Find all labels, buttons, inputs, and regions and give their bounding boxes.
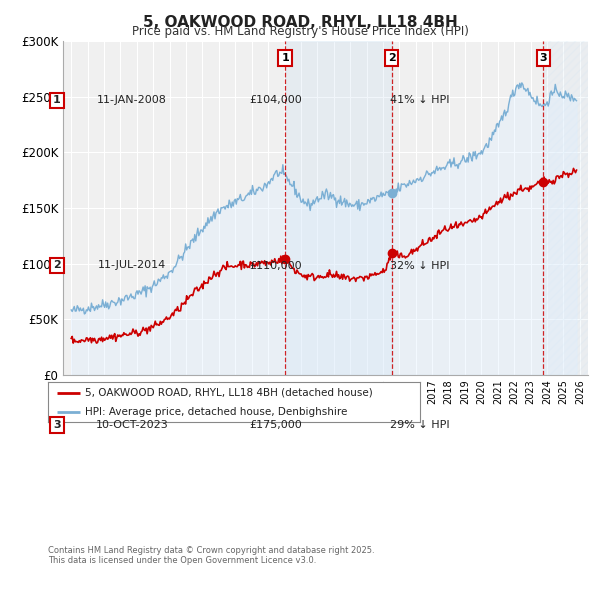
Text: HPI: Average price, detached house, Denbighshire: HPI: Average price, detached house, Denb… bbox=[85, 407, 347, 417]
Text: 11-JUL-2014: 11-JUL-2014 bbox=[98, 261, 166, 270]
Text: 5, OAKWOOD ROAD, RHYL, LL18 4BH: 5, OAKWOOD ROAD, RHYL, LL18 4BH bbox=[143, 15, 457, 30]
Text: Price paid vs. HM Land Registry's House Price Index (HPI): Price paid vs. HM Land Registry's House … bbox=[131, 25, 469, 38]
Text: 2: 2 bbox=[388, 53, 395, 63]
Text: £110,000: £110,000 bbox=[250, 261, 302, 270]
Text: £104,000: £104,000 bbox=[250, 96, 302, 105]
Text: 2: 2 bbox=[53, 261, 61, 270]
Text: Contains HM Land Registry data © Crown copyright and database right 2025.
This d: Contains HM Land Registry data © Crown c… bbox=[48, 546, 374, 565]
Bar bbox=[285, 41, 392, 375]
Text: 41% ↓ HPI: 41% ↓ HPI bbox=[390, 96, 450, 105]
Text: £175,000: £175,000 bbox=[250, 420, 302, 430]
Text: 1: 1 bbox=[281, 53, 289, 63]
Text: 1: 1 bbox=[53, 96, 61, 105]
Bar bbox=[544, 41, 588, 375]
Text: 10-OCT-2023: 10-OCT-2023 bbox=[95, 420, 169, 430]
Text: 5, OAKWOOD ROAD, RHYL, LL18 4BH (detached house): 5, OAKWOOD ROAD, RHYL, LL18 4BH (detache… bbox=[85, 388, 373, 398]
Text: 11-JAN-2008: 11-JAN-2008 bbox=[97, 96, 167, 105]
Text: 29% ↓ HPI: 29% ↓ HPI bbox=[390, 420, 450, 430]
Text: 3: 3 bbox=[53, 420, 61, 430]
Text: 3: 3 bbox=[539, 53, 547, 63]
Text: 32% ↓ HPI: 32% ↓ HPI bbox=[390, 261, 450, 270]
